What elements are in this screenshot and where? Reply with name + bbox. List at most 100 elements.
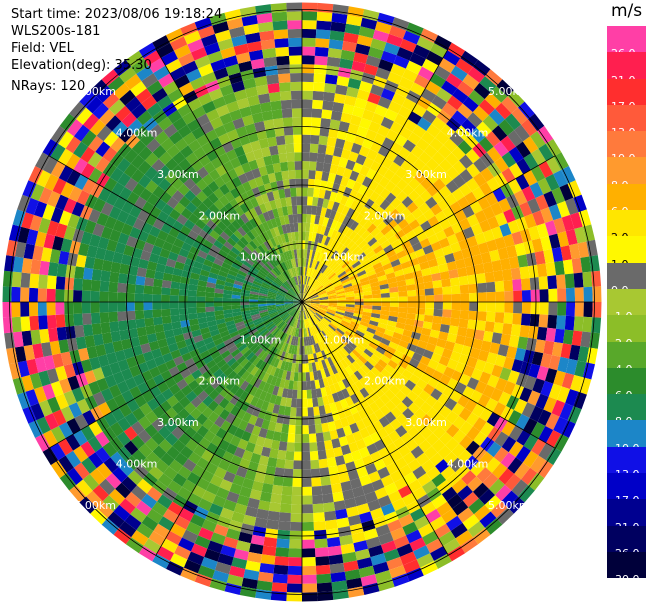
velocity-gate xyxy=(198,92,213,106)
velocity-gate xyxy=(219,479,233,492)
velocity-gate xyxy=(419,261,430,271)
velocity-gate xyxy=(490,202,504,216)
velocity-gate xyxy=(236,97,250,110)
velocity-gate xyxy=(342,378,351,389)
velocity-gate xyxy=(486,291,496,302)
velocity-gate xyxy=(431,473,447,488)
velocity-gate xyxy=(421,267,432,277)
velocity-gate xyxy=(121,338,132,350)
velocity-gate xyxy=(131,58,149,74)
velocity-gate xyxy=(90,312,101,325)
velocity-gate xyxy=(153,65,170,81)
velocity-gate xyxy=(353,310,363,315)
velocity-gate xyxy=(391,369,402,380)
velocity-gate xyxy=(332,491,345,503)
velocity-gate xyxy=(493,270,504,282)
velocity-gate xyxy=(580,256,592,273)
velocity-gate xyxy=(313,73,326,83)
velocity-gate xyxy=(325,326,334,335)
velocity-gate xyxy=(180,22,198,37)
velocity-gate xyxy=(284,281,291,289)
velocity-gate xyxy=(126,191,140,206)
velocity-gate xyxy=(213,302,223,307)
velocity-gate xyxy=(405,60,422,75)
velocity-gate xyxy=(240,298,250,302)
velocity-gate xyxy=(129,226,141,239)
velocity-gate xyxy=(182,458,197,472)
velocity-gate xyxy=(338,245,347,255)
velocity-gate xyxy=(548,204,562,221)
velocity-gate xyxy=(126,235,138,248)
velocity-gate xyxy=(318,135,329,146)
velocity-gate xyxy=(315,242,322,252)
velocity-gate xyxy=(323,281,332,288)
velocity-gate xyxy=(498,198,512,213)
velocity-gate xyxy=(580,331,592,348)
velocity-gate xyxy=(380,292,390,298)
velocity-gate xyxy=(219,408,230,421)
velocity-gate xyxy=(290,277,295,287)
velocity-gate xyxy=(353,263,363,272)
velocity-gate xyxy=(289,241,294,251)
velocity-gate xyxy=(383,350,394,360)
velocity-gate xyxy=(448,269,459,279)
velocity-gate xyxy=(545,174,560,191)
velocity-gate xyxy=(480,421,495,437)
velocity-gate xyxy=(183,500,198,514)
velocity-gate xyxy=(430,241,442,252)
velocity-gate xyxy=(116,210,130,224)
velocity-gate xyxy=(52,235,64,251)
velocity-gate xyxy=(73,141,89,159)
velocity-gate xyxy=(439,418,453,432)
velocity-gate xyxy=(249,308,259,313)
velocity-gate xyxy=(157,473,173,488)
velocity-gate xyxy=(100,270,111,282)
velocity-gate xyxy=(195,374,207,386)
velocity-gate xyxy=(501,96,518,114)
velocity-gate xyxy=(336,307,346,312)
velocity-gate xyxy=(278,288,287,294)
velocity-gate xyxy=(309,305,319,310)
velocity-gate xyxy=(459,310,470,320)
velocity-gate xyxy=(176,378,188,390)
velocity-gate xyxy=(330,276,339,283)
velocity-gate xyxy=(154,130,169,145)
velocity-gate xyxy=(266,364,274,375)
velocity-gate xyxy=(196,166,209,179)
velocity-gate xyxy=(392,264,403,273)
velocity-gate xyxy=(347,514,362,526)
velocity-gate xyxy=(470,127,486,143)
velocity-gate xyxy=(288,250,293,260)
velocity-gate xyxy=(177,408,190,421)
velocity-gate xyxy=(349,422,360,434)
velocity-gate xyxy=(152,553,170,569)
velocity-gate xyxy=(438,263,449,273)
velocity-gate xyxy=(195,234,206,245)
velocity-gate xyxy=(339,534,354,546)
velocity-gate xyxy=(326,310,336,315)
velocity-gate xyxy=(125,96,142,113)
velocity-gate xyxy=(315,312,324,319)
velocity-gate xyxy=(293,345,298,355)
velocity-gate xyxy=(407,302,417,308)
velocity-gate xyxy=(226,273,237,281)
velocity-gate xyxy=(9,362,22,380)
velocity-gate xyxy=(281,108,293,118)
velocity-gate xyxy=(501,420,516,437)
velocity-gate xyxy=(243,569,260,581)
ring-label: 1.00km xyxy=(240,333,282,346)
velocity-gate xyxy=(245,506,258,518)
velocity-gate xyxy=(342,41,357,53)
velocity-gate xyxy=(295,240,300,250)
velocity-gate xyxy=(123,163,138,178)
velocity-gate xyxy=(341,278,351,285)
velocity-gate xyxy=(404,379,416,391)
velocity-gate xyxy=(398,126,413,140)
velocity-gate xyxy=(469,292,479,302)
velocity-gate xyxy=(454,209,467,222)
velocity-gate xyxy=(2,286,12,302)
velocity-gate xyxy=(247,497,260,509)
velocity-gate xyxy=(326,347,333,357)
velocity-gate xyxy=(378,279,389,286)
velocity-gate xyxy=(261,110,274,121)
